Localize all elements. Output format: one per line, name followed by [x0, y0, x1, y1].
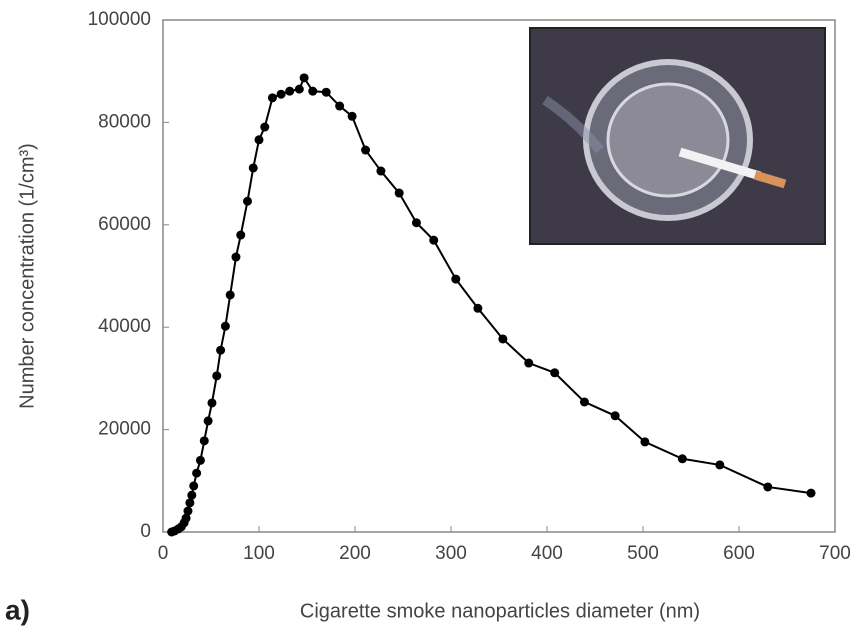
data-point: [294, 84, 304, 94]
data-point: [335, 101, 345, 111]
data-point: [806, 488, 816, 498]
x-tick-label: 600: [723, 543, 755, 564]
data-point: [236, 230, 246, 240]
data-point: [203, 416, 213, 426]
data-point: [254, 135, 264, 145]
data-point: [248, 163, 258, 173]
data-point: [473, 303, 483, 313]
x-axis-label: Cigarette smoke nanoparticles diameter (…: [300, 600, 700, 622]
data-point: [195, 455, 205, 465]
data-point: [220, 321, 230, 331]
y-tick-label: 100000: [88, 9, 151, 30]
data-point: [181, 513, 191, 523]
y-tick-label: 60000: [98, 214, 151, 235]
data-point: [216, 345, 226, 355]
data-point: [285, 86, 295, 96]
data-point: [677, 454, 687, 464]
x-tick-label: 0: [158, 543, 169, 564]
data-point: [242, 196, 252, 206]
data-point: [394, 188, 404, 198]
data-point: [411, 218, 421, 228]
x-tick-label: 100: [243, 543, 275, 564]
data-point: [550, 368, 560, 378]
x-tick-label: 300: [435, 543, 467, 564]
y-tick-label: 80000: [98, 111, 151, 132]
data-point: [321, 87, 331, 97]
data-point: [199, 436, 209, 446]
data-point: [498, 334, 508, 344]
data-point: [715, 460, 725, 470]
y-tick-label: 40000: [98, 316, 151, 337]
x-tick-label: 400: [531, 543, 563, 564]
plot-frame: [162, 19, 836, 533]
data-point: [225, 290, 235, 300]
x-tick-label: 500: [627, 543, 659, 564]
panel-label: a): [5, 594, 30, 625]
data-point: [276, 89, 286, 99]
data-point: [376, 166, 386, 176]
data-point: [763, 482, 773, 492]
data-point: [185, 498, 195, 508]
data-point: [299, 73, 309, 83]
data-point: [361, 145, 371, 155]
data-point: [189, 481, 199, 491]
inset-photo: [529, 27, 826, 245]
y-tick-label: 0: [140, 521, 151, 542]
data-point: [231, 252, 241, 262]
data-point: [451, 274, 461, 284]
data-point: [579, 397, 589, 407]
data-point: [212, 371, 222, 381]
data-point: [187, 490, 197, 500]
data-point: [610, 411, 620, 421]
data-point: [267, 93, 277, 103]
y-axis-label: Number concentration (1/cm³): [16, 143, 38, 409]
data-point: [347, 111, 357, 121]
data-point: [308, 86, 318, 96]
data-point: [260, 122, 270, 132]
x-tick-label: 200: [339, 543, 371, 564]
data-point: [429, 235, 439, 245]
data-point: [207, 398, 217, 408]
data-point: [183, 506, 193, 516]
x-tick-label: 700: [819, 543, 851, 564]
data-point: [524, 358, 534, 368]
y-tick-label: 20000: [98, 419, 151, 440]
data-point: [192, 468, 202, 478]
data-point: [640, 437, 650, 447]
